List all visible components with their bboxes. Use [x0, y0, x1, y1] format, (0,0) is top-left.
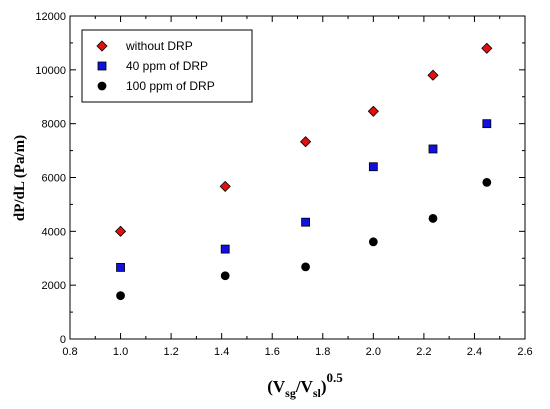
data-point-diamond	[219, 180, 231, 192]
x-tick-label: 2.2	[416, 346, 431, 358]
data-point-square	[116, 263, 125, 272]
data-point-square	[301, 217, 310, 227]
data-point-circle	[301, 262, 310, 272]
y-tick-label: 2000	[42, 280, 66, 292]
legend-box	[81, 29, 253, 103]
legend-label: 40 ppm of DRP	[126, 59, 208, 73]
y-tick-label: 0	[60, 334, 66, 346]
data-point-diamond	[481, 42, 493, 54]
y-tick-label: 12000	[35, 11, 66, 23]
x-axis-title: (Vsg/Vsl)0.5	[267, 370, 343, 400]
data-point-circle	[482, 177, 492, 187]
y-axis: 0 2000 4000 6000 8000 10000 12000	[35, 11, 525, 346]
data-point-circle	[368, 237, 378, 247]
data-point-diamond	[427, 69, 439, 81]
data-points	[114, 42, 493, 301]
x-tick-label: 0.8	[62, 346, 77, 358]
x-tick-label: 1.2	[163, 346, 178, 358]
data-point-square	[428, 144, 438, 154]
data-point-circle	[220, 271, 230, 281]
legend-label: 100 ppm of DRP	[126, 79, 215, 93]
y-tick-label: 10000	[35, 65, 66, 77]
x-tick-label: 2.6	[517, 346, 532, 358]
x-tick-label: 1.4	[214, 346, 229, 358]
data-point-diamond	[114, 225, 127, 237]
x-tick-label: 2.4	[467, 346, 482, 358]
legend: without DRP 40 ppm of DRP 100 ppm of DRP	[81, 29, 253, 103]
data-point-circle	[116, 291, 125, 301]
data-point-diamond	[300, 136, 312, 148]
x-tick-label: 2.0	[366, 346, 381, 358]
legend-marker-circle	[97, 81, 107, 91]
x-tick-label: 1.0	[113, 346, 128, 358]
y-tick-label: 8000	[42, 119, 66, 131]
x-tick-label: 1.8	[315, 346, 330, 358]
data-point-square	[368, 162, 378, 172]
data-point-circle	[428, 214, 438, 223]
y-axis-title: dP/dL (Pa/m)	[12, 135, 28, 221]
y-tick-label: 4000	[42, 226, 66, 238]
x-axis: 0.8 1.0 1.2 1.4 1.6 1.8 2.0 2.2 2.4 2.6	[62, 16, 533, 358]
x-tick-label: 1.6	[265, 346, 280, 358]
legend-label: without DRP	[125, 39, 193, 53]
y-tick-label: 6000	[42, 173, 66, 185]
data-point-square	[220, 244, 230, 254]
data-point-square	[482, 119, 492, 129]
legend-marker-diamond	[96, 40, 108, 52]
legend-marker-square	[97, 61, 107, 71]
data-point-diamond	[367, 105, 379, 117]
